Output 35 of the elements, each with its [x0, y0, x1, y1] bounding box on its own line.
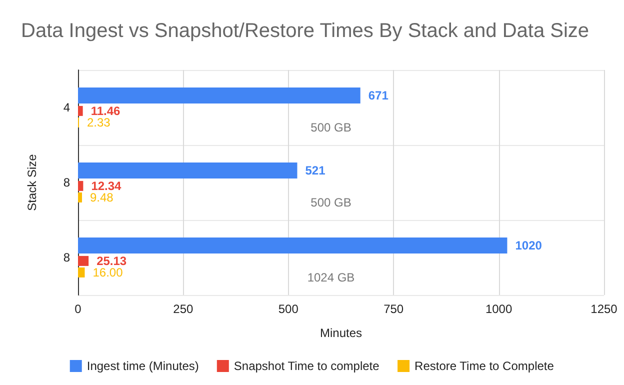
- y-tick-label: 8: [63, 250, 70, 264]
- bar: [78, 180, 84, 191]
- bar: [78, 162, 298, 179]
- legend-label: Restore Time to Complete: [414, 359, 554, 373]
- x-tick-label: 250: [173, 302, 194, 316]
- data-label: 25.13: [96, 254, 127, 268]
- annotation: 500 GB: [310, 196, 352, 210]
- annotation: 500 GB: [310, 120, 352, 134]
- x-tick-label: 1250: [590, 302, 618, 316]
- bar: [78, 88, 360, 104]
- annotation: 1024 GB: [307, 270, 355, 284]
- y-tick-label: 4: [63, 100, 70, 114]
- data-label: 671: [368, 88, 389, 103]
- x-axis-title: Minutes: [320, 326, 362, 340]
- x-tick-label: 500: [278, 302, 299, 316]
- bar: [78, 106, 83, 116]
- x-tick-label: 1000: [485, 302, 512, 316]
- x-tick-label: 750: [384, 302, 404, 316]
- legend-label: Ingest time (Minutes): [86, 359, 199, 373]
- bar: [78, 267, 85, 278]
- data-label: 16.00: [92, 265, 124, 280]
- y-axis-title: Stack Size: [25, 154, 39, 211]
- x-tick-label: 0: [74, 302, 82, 316]
- legend-label: Snapshot Time to complete: [234, 359, 380, 373]
- data-label: 521: [305, 164, 326, 178]
- y-tick-label: 8: [63, 176, 70, 190]
- bar: [78, 192, 82, 202]
- data-label: 9.48: [90, 190, 114, 204]
- data-label: 11.46: [90, 104, 121, 118]
- data-label: 2.33: [86, 115, 111, 130]
- chart-title: Data Ingest vs Snapshot/Restore Times By Stack and Data Size: [21, 20, 590, 42]
- bar: [78, 256, 89, 266]
- data-label: 12.34: [91, 178, 122, 193]
- bar: [78, 238, 508, 254]
- data-label: 1020: [515, 238, 542, 253]
